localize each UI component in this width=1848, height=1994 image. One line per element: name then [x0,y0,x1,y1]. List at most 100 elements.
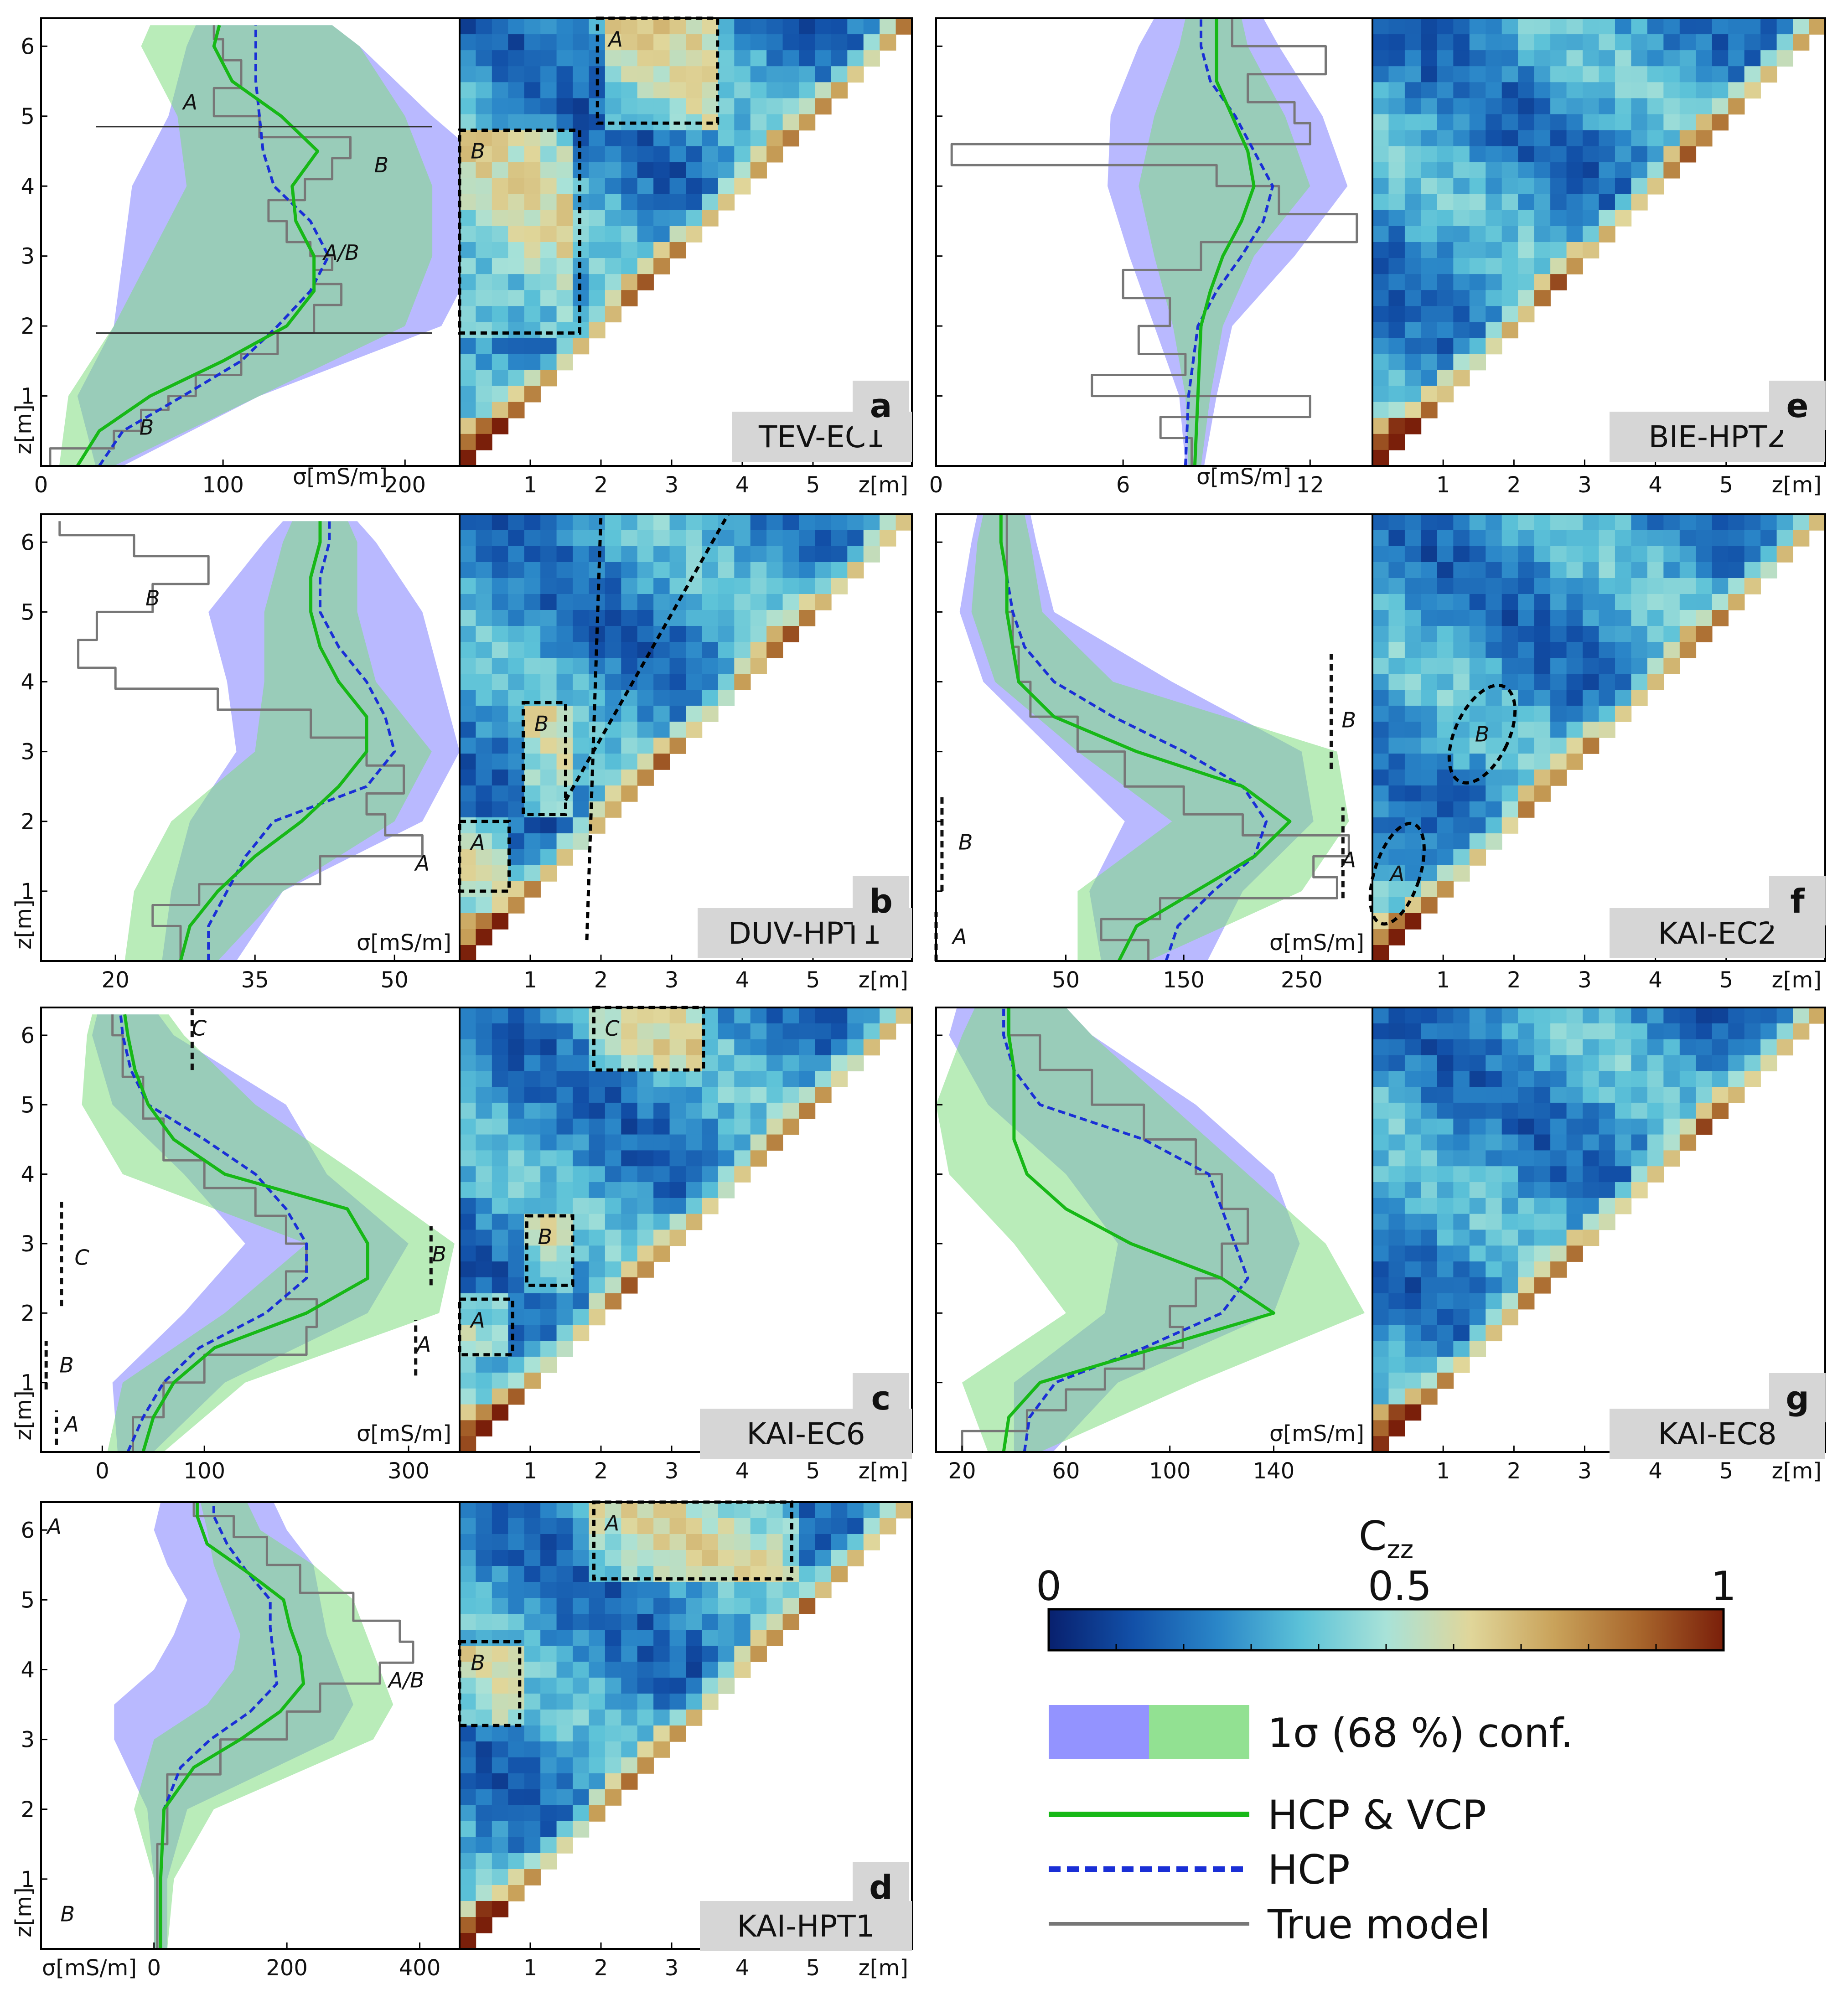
matrix-cell [540,1773,557,1790]
matrix-cell [556,258,573,274]
matrix-cell [669,722,686,738]
matrix-cell [1679,626,1697,642]
matrix-cell [1404,690,1422,706]
matrix-cell [1518,146,1535,163]
matrix-cell [1372,290,1389,307]
matrix-cell [476,1901,492,1917]
matrix-cell [718,546,735,563]
matrix-cell [863,1534,880,1550]
matrix-cell [799,1071,816,1087]
matrix-cell [508,1182,525,1198]
matrix-cell [1388,1087,1405,1103]
matrix-cell [492,98,509,115]
matrix-cell [1453,274,1470,291]
matrix-cell [1453,194,1470,211]
matrix-cell [556,1582,573,1598]
matrix-cell [540,658,557,674]
matrix-cell [1518,642,1535,658]
matrix-cell [702,210,719,227]
matrix-cell [686,1694,703,1710]
matrix-cell [476,1725,492,1742]
matrix-cell [556,1102,573,1119]
matrix-cell [1583,738,1600,754]
matrix-cell [1437,1198,1454,1214]
matrix-cell [605,674,622,690]
matrix-cell [1501,50,1518,67]
matrix-cell [1372,322,1389,339]
matrix-cell [1696,594,1713,610]
matrix-cell [750,1087,767,1103]
matrix-cell [1518,1261,1535,1278]
matrix-cell [540,1087,557,1103]
matrix-cell [1615,1118,1632,1135]
matrix-cell [669,98,686,115]
matrix-cell [621,34,638,51]
legend-label: 1σ (68 %) conf. [1268,1710,1573,1756]
matrix-cell [476,1710,492,1726]
matrix-cell [492,849,509,866]
matrix-cell [1421,146,1438,163]
matrix-cell [686,1198,703,1214]
matrix-cell [1679,610,1697,626]
matrix-cell [1728,562,1745,579]
matrix-x-axis-label: z[m] [859,967,908,993]
matrix-cell [1550,690,1567,706]
matrix-cell [621,1614,638,1630]
matrix-cell [1518,1134,1535,1151]
matrix-cell [1647,658,1664,674]
matrix-cell [1486,658,1502,674]
matrix-cell [556,1662,573,1678]
matrix-cell [476,770,492,786]
matrix-cell [1437,1372,1454,1389]
matrix-cell [508,1214,525,1230]
matrix-cell [750,18,767,35]
matrix-cell [492,1534,509,1550]
matrix-cell [1631,594,1648,610]
matrix-cell [1518,194,1535,211]
matrix-cell [1404,514,1422,531]
matrix-cell [1453,1198,1470,1214]
matrix-cell [1372,1198,1389,1214]
matrix-cell [1712,514,1729,531]
matrix-cell [1534,626,1551,642]
matrix-cell [1421,690,1438,706]
matrix-cell [621,706,638,722]
matrix-cell [460,82,476,99]
matrix-cell [1647,98,1664,115]
x-tick-label: 0 [929,472,943,498]
matrix-cell [589,722,606,738]
matrix-cell [1501,642,1518,658]
matrix-cell [847,18,864,35]
matrix-cell [1566,562,1583,579]
matrix-cell [492,66,509,83]
matrix-cell [540,1598,557,1614]
matrix-cell [799,1518,816,1534]
matrix-cell [1534,754,1551,770]
matrix-cell [605,162,622,179]
matrix-cell [492,1404,509,1421]
matrix-cell [508,210,525,227]
matrix-cell [1421,1325,1438,1342]
matrix-cell [589,1614,606,1630]
matrix-cell [556,1341,573,1357]
matrix-cell [476,1023,492,1040]
matrix-cell [605,1646,622,1662]
matrix-cell [1388,114,1405,131]
matrix-cell [1421,242,1438,258]
matrix-cell [524,1678,541,1694]
matrix-cell [799,1087,816,1103]
matrix-highlight-box [458,820,511,893]
matrix-cell [766,82,783,99]
matrix-cell [1372,1309,1389,1326]
matrix-cell [476,1582,492,1598]
matrix-cell [1599,178,1615,195]
matrix-cell [1453,1229,1470,1246]
matrix-cell [605,1023,622,1040]
matrix-cell [476,1534,492,1550]
matrix-cell [1599,98,1615,115]
matrix-cell [686,1614,703,1630]
matrix-cell [476,1502,492,1519]
matrix-cell [1501,546,1518,563]
matrix-cell [1615,130,1632,147]
matrix-cell [1566,722,1583,738]
